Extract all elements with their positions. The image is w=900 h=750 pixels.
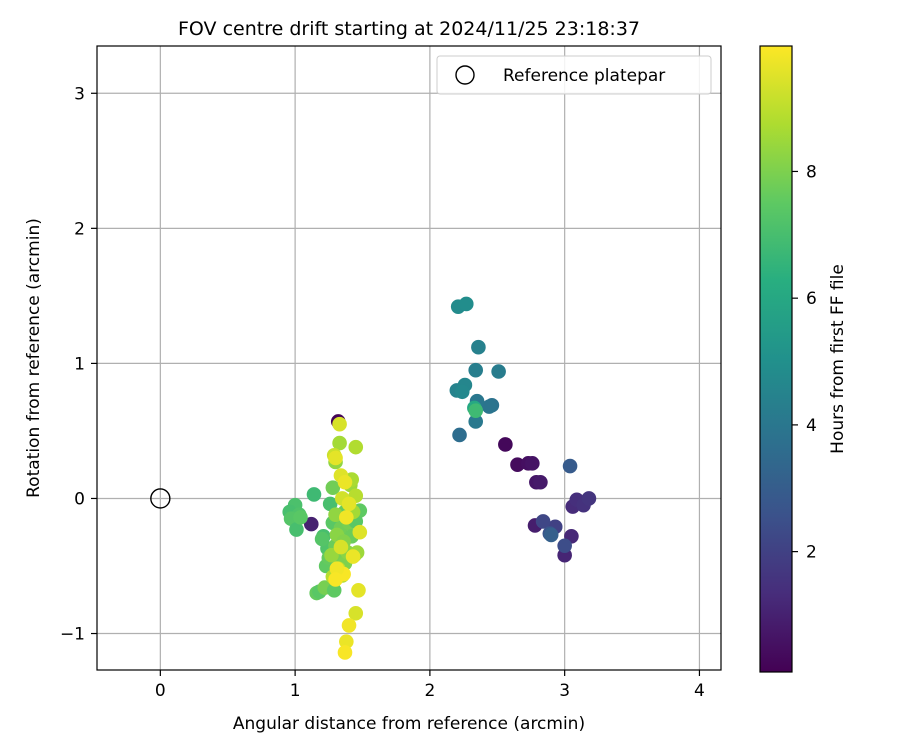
x-tick-label: 1 [290,681,301,701]
data-point [458,296,474,312]
data-point [341,618,357,633]
data-point [337,474,353,490]
y-tick-label: 3 [74,84,85,104]
data-point [322,496,338,512]
legend-entry-reference: Reference platepar [503,66,665,86]
data-point [337,645,353,660]
data-point [341,496,357,512]
y-tick-label: 2 [74,219,85,239]
colorbar-label: Hours from first FF file [828,264,848,454]
y-axis-ticks: −1 0 1 2 3 [60,84,97,645]
chart-title: FOV centre drift starting at 2024/11/25 … [178,18,640,40]
legend-box [436,55,712,95]
x-tick-label: 2 [424,681,435,701]
x-tick-label: 4 [694,681,705,701]
data-point [562,458,578,474]
data-point [510,457,525,473]
plot-frame [96,45,722,671]
data-point [348,605,364,621]
data-point [481,399,497,414]
data-point [333,539,349,555]
data-point [293,510,308,525]
data-point [452,427,467,443]
data-point [535,514,551,529]
x-axis-label: Angular distance from reference (arcmin) [233,714,585,734]
data-point [306,487,322,502]
colorbar-tick-label: 4 [806,416,817,436]
legend-marker-reference [455,65,475,85]
legend: Reference platepar [436,55,712,95]
data-point [348,439,364,455]
data-point [339,510,354,525]
data-point [332,435,347,451]
y-axis-label: Rotation from reference (arcmin) [24,218,44,498]
data-point [468,362,484,378]
data-point [339,634,354,649]
data-point [468,414,484,429]
data-point [491,364,506,379]
data-points [150,296,597,660]
data-point [332,416,347,432]
data-point [328,572,343,587]
data-point [471,339,486,355]
colorbar-tick-label: 6 [806,289,817,309]
data-point [325,480,341,495]
colorbar-tick-label: 2 [806,543,817,563]
grid [97,46,721,670]
colorbar-gradient [759,45,793,673]
data-point [454,384,470,400]
colorbar-ticks: 2 4 6 8 [792,162,817,563]
data-point [345,549,361,564]
data-point [328,450,343,466]
data-point [557,538,572,554]
data-point [468,403,484,418]
data-point [352,524,368,540]
y-tick-label: 1 [74,354,85,374]
data-point [314,531,330,547]
data-point [326,583,342,598]
data-point [329,561,345,577]
data-point [303,516,319,532]
x-axis-ticks: 0 1 2 3 4 [155,670,705,701]
y-tick-label: 0 [74,489,85,509]
reference-platepar-marker [150,488,171,509]
data-point [289,522,304,537]
data-point [581,491,597,506]
colorbar-tick-label: 8 [806,162,817,182]
x-tick-label: 3 [559,681,570,701]
data-point [498,437,513,452]
data-point [533,474,548,490]
data-point [543,527,559,543]
x-tick-label: 0 [155,681,166,701]
colorbar: 2 4 6 8 Hours from first FF file [759,45,848,673]
data-point [351,583,366,598]
data-point [324,547,339,563]
y-tick-label: −1 [60,625,85,645]
data-point [525,456,540,471]
